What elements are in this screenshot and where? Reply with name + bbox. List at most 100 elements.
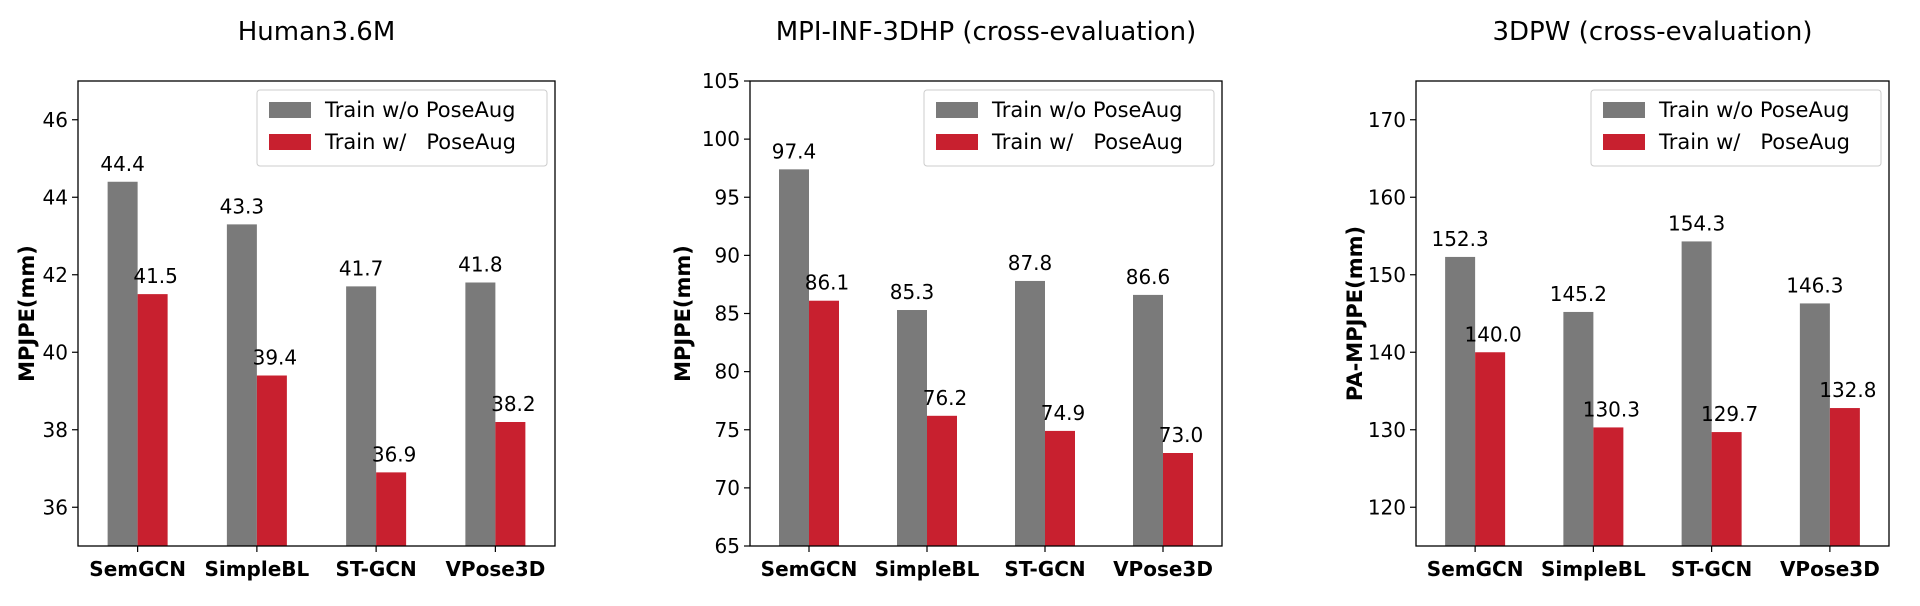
- y-tick-label: 140: [1368, 340, 1406, 364]
- bar-with-poseaug-vpose3d: [1163, 453, 1193, 546]
- chart-panel-2: MPI-INF-3DHP (cross-evaluation) 65 70 75 80 8…: [671, 17, 1223, 581]
- legend-swatch-without: [936, 102, 978, 118]
- y-tick-label: 36: [43, 495, 68, 519]
- data-label: 132.8: [1819, 378, 1876, 402]
- y-tick-label: 170: [1368, 108, 1406, 132]
- legend-box: [1590, 89, 1882, 167]
- bar-without-poseaug-simplebl: [897, 310, 927, 546]
- bar-without-poseaug-semgcn: [779, 169, 809, 546]
- x-category-label: SemGCN: [89, 557, 186, 581]
- bar-without-poseaug-vpose3d: [1799, 303, 1830, 546]
- y-tick-label: 120: [1368, 495, 1406, 519]
- legend-swatch-without: [269, 102, 311, 118]
- bar-without-poseaug-vpose3d: [465, 282, 496, 546]
- chart-title: Human3.6M: [238, 17, 396, 47]
- data-label: 87.8: [1008, 251, 1053, 275]
- data-label: 43.3: [220, 194, 265, 218]
- bar-with-poseaug-semgcn: [137, 294, 168, 546]
- y-tick-label: 150: [1368, 263, 1406, 287]
- data-label: 97.4: [772, 139, 817, 163]
- bar-without-poseaug-simplebl: [1563, 311, 1594, 546]
- bar-with-poseaug-simplebl: [256, 375, 287, 546]
- chart-panel-1: Human3.6M 36 38 40 42 44 46 44.4 43.3 41.7 41.8 41.…: [15, 17, 556, 581]
- bar-with-poseaug-vpose3d: [1829, 408, 1860, 546]
- x-category-label: SemGCN: [1427, 557, 1524, 581]
- data-label: 41.5: [133, 264, 178, 288]
- data-label: 41.8: [458, 253, 503, 277]
- data-label: 38.2: [491, 392, 536, 416]
- x-category-label: ST-GCN: [1671, 557, 1752, 581]
- x-category-label: SimpleBL: [204, 557, 309, 581]
- data-label: 130.3: [1583, 397, 1640, 421]
- bar-without-poseaug-semgcn: [107, 181, 138, 546]
- bar-without-poseaug-st-gcn: [1681, 241, 1712, 547]
- legend-box: [923, 89, 1215, 167]
- data-label: 85.3: [890, 280, 935, 304]
- chart-title: MPI-INF-3DHP (cross-evaluation): [776, 17, 1197, 47]
- x-category-label: VPose3D: [445, 557, 545, 581]
- chart-title: 3DPW (cross-evaluation): [1492, 17, 1812, 47]
- y-tick-label: 100: [702, 127, 740, 151]
- y-tick-label: 105: [702, 69, 740, 93]
- y-tick-label: 90: [715, 243, 740, 267]
- y-axis-label: MPJPE(mm): [671, 245, 695, 382]
- y-axis-label: PA-MPJPE(mm): [1343, 226, 1367, 401]
- legend-label-with: Train w/ PoseAug: [1658, 130, 1850, 154]
- legend-swatch-with: [1603, 134, 1645, 150]
- y-tick-label: 42: [43, 263, 68, 287]
- legend-swatch-with: [936, 134, 978, 150]
- y-tick-label: 46: [43, 108, 68, 132]
- bar-without-poseaug-st-gcn: [346, 286, 377, 546]
- bar-with-poseaug-semgcn: [1475, 352, 1506, 546]
- legend-swatch-without: [1603, 102, 1645, 118]
- data-label: 74.9: [1041, 401, 1086, 425]
- y-tick-label: 160: [1368, 185, 1406, 209]
- data-label: 36.9: [372, 442, 417, 466]
- y-tick-label: 85: [715, 302, 740, 326]
- y-tick-label: 44: [43, 185, 68, 209]
- y-tick-label: 40: [43, 340, 68, 364]
- x-category-label: SimpleBL: [1541, 557, 1646, 581]
- x-category-label: SemGCN: [761, 557, 858, 581]
- x-category-label: VPose3D: [1113, 557, 1213, 581]
- bar-with-poseaug-st-gcn: [1711, 432, 1742, 546]
- bar-with-poseaug-simplebl: [927, 415, 957, 546]
- y-tick-label: 80: [715, 360, 740, 384]
- data-label: 44.4: [100, 152, 145, 176]
- legend-label-without: Train w/o PoseAug: [1658, 98, 1849, 122]
- legend-label-without: Train w/o PoseAug: [991, 98, 1182, 122]
- bar-with-poseaug-semgcn: [809, 300, 839, 546]
- data-label: 39.4: [253, 346, 298, 370]
- data-label: 86.6: [1126, 265, 1171, 289]
- bar-without-poseaug-st-gcn: [1015, 280, 1045, 546]
- plot-frame: [749, 80, 1223, 547]
- y-tick-label: 75: [715, 418, 740, 442]
- data-label: 86.1: [805, 271, 850, 295]
- legend-label-with: Train w/ PoseAug: [991, 130, 1183, 154]
- x-category-label: VPose3D: [1780, 557, 1880, 581]
- plot-frame: [77, 80, 556, 547]
- legend-label-without: Train w/o PoseAug: [324, 98, 515, 122]
- y-tick-label: 65: [715, 534, 740, 558]
- bar-with-poseaug-vpose3d: [495, 422, 526, 546]
- y-tick-label: 38: [43, 418, 68, 442]
- data-label: 152.3: [1431, 227, 1488, 251]
- y-tick-label: 130: [1368, 418, 1406, 442]
- data-label: 140.0: [1464, 322, 1521, 346]
- legend-label-with: Train w/ PoseAug: [324, 130, 516, 154]
- y-tick-label: 70: [715, 476, 740, 500]
- data-label: 73.0: [1159, 423, 1204, 447]
- bar-with-poseaug-simplebl: [1593, 427, 1624, 546]
- x-category-label: ST-GCN: [336, 557, 417, 581]
- data-label: 146.3: [1786, 273, 1843, 297]
- y-axis-label: MPJPE(mm): [15, 245, 39, 382]
- data-label: 76.2: [923, 386, 968, 410]
- x-category-label: SimpleBL: [875, 557, 980, 581]
- bar-without-poseaug-semgcn: [1445, 256, 1476, 546]
- plot-frame: [1415, 80, 1890, 547]
- legend-box: [256, 89, 548, 167]
- y-tick-label: 95: [715, 185, 740, 209]
- bar-without-poseaug-simplebl: [226, 224, 257, 546]
